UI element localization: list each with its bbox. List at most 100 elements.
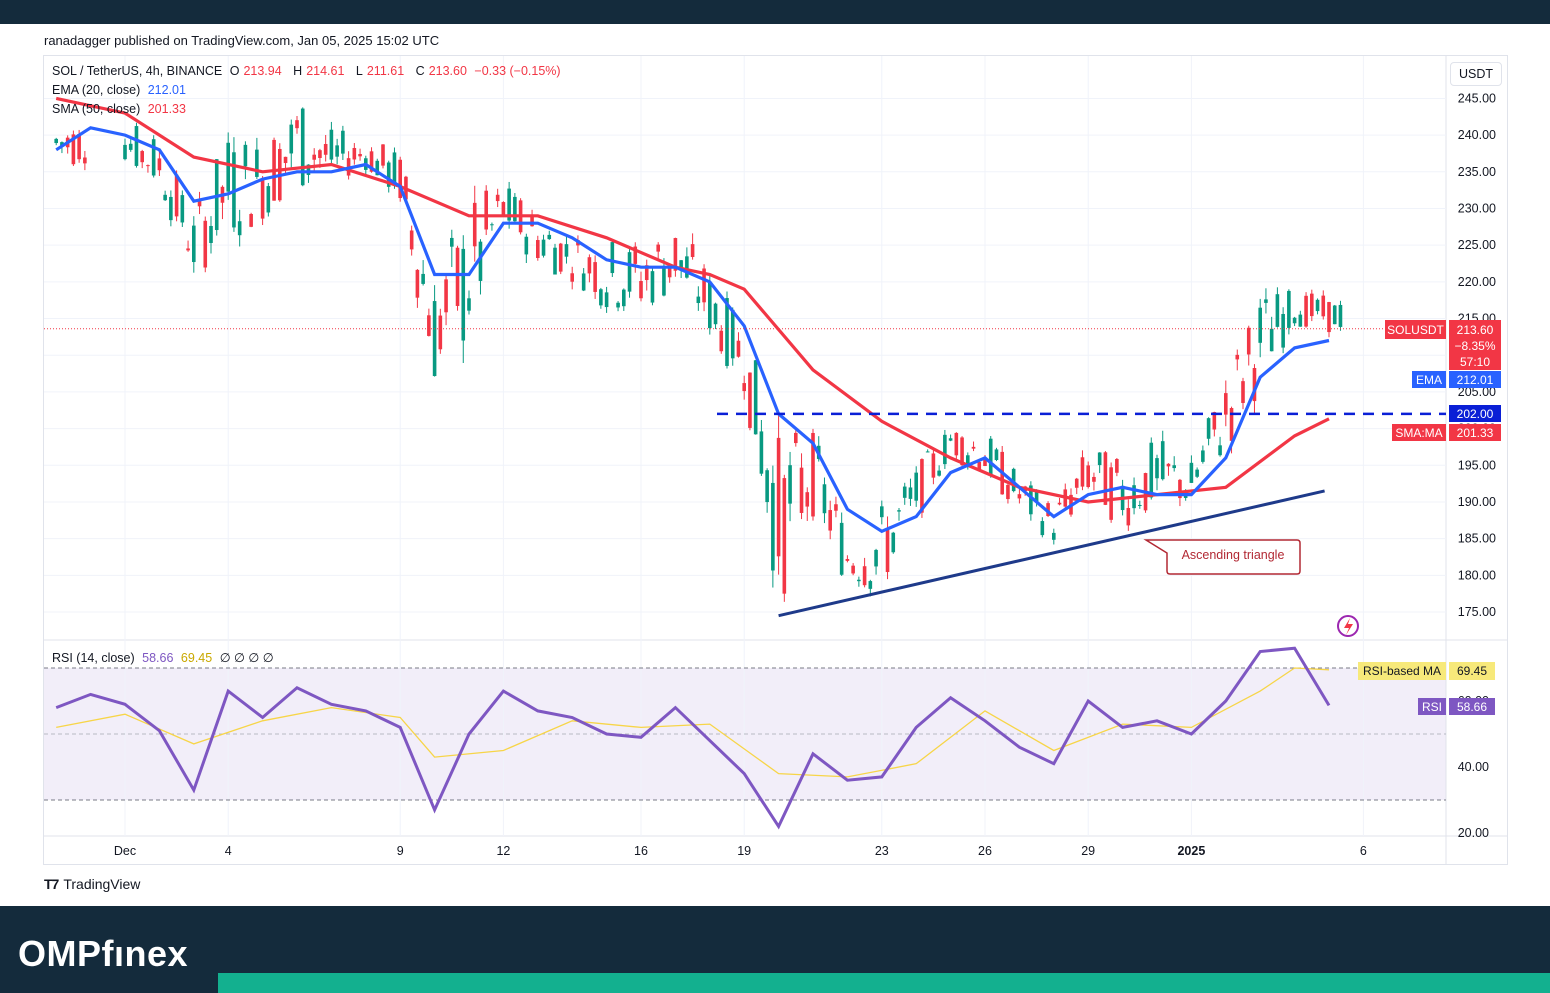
candle-body <box>427 315 431 336</box>
candle-body <box>730 309 735 359</box>
candle-body <box>828 510 832 531</box>
time-tick-label: 2025 <box>1177 844 1205 858</box>
candle-body <box>398 159 402 199</box>
candle-body <box>742 383 746 392</box>
candle-body <box>1189 462 1194 483</box>
candle-body <box>467 298 471 311</box>
ema-legend-value: 212.01 <box>147 83 186 97</box>
sma-tag-value: 201.33 <box>1456 425 1494 440</box>
candle-body <box>1264 299 1268 303</box>
publisher-caption: ranadagger published on TradingView.com,… <box>44 33 440 48</box>
tradingview-logo[interactable]: T7 TradingView <box>44 876 140 892</box>
candle-body <box>834 504 838 511</box>
candle-body <box>1138 504 1142 506</box>
candle-body <box>581 273 586 291</box>
candle-body <box>644 265 649 281</box>
candle-body <box>341 130 345 154</box>
level-tag-value: 202.00 <box>1456 406 1494 421</box>
rsi-tag-value: 58.66 <box>1456 699 1488 714</box>
candle-body <box>249 214 253 227</box>
candle-body <box>891 532 896 553</box>
candle-body <box>1195 469 1199 477</box>
candle-body <box>146 165 150 167</box>
candle-body <box>169 196 173 221</box>
symbol-price-tag: SOLUSDT <box>1385 320 1446 339</box>
low-label: L <box>355 64 363 78</box>
candle-body <box>656 244 660 252</box>
candle-body <box>960 437 964 466</box>
rsi-legend-value: 58.66 <box>142 651 174 665</box>
rsi-ma-tag-label: RSI-based MA <box>1362 664 1442 678</box>
candle-body <box>369 151 374 172</box>
candle-body <box>902 486 907 498</box>
candle-body <box>243 144 248 167</box>
candle-body <box>1034 490 1039 502</box>
candle-body <box>1269 328 1274 352</box>
time-tick-label: 4 <box>225 844 232 858</box>
candle-body <box>1006 484 1010 500</box>
time-tick-label: 6 <box>1360 844 1367 858</box>
candle-body <box>289 124 294 154</box>
candle-body <box>329 129 334 160</box>
candle-body <box>857 579 861 582</box>
candle-body <box>1206 418 1211 439</box>
candle-body <box>134 126 139 166</box>
candle-body <box>943 434 947 465</box>
candle-body <box>1080 457 1085 487</box>
candle-body <box>880 506 884 518</box>
candle-body <box>811 432 815 517</box>
low-value: 211.61 <box>366 64 405 78</box>
candle-body <box>1315 299 1320 312</box>
candle-body <box>312 154 316 160</box>
candle-body <box>1178 479 1182 499</box>
time-tick-label: Dec <box>114 844 136 858</box>
candle-body <box>140 151 144 163</box>
candle-body <box>54 138 58 144</box>
currency-button[interactable]: USDT <box>1450 62 1502 86</box>
candle-body <box>564 244 569 257</box>
candle-body <box>1040 521 1045 536</box>
candle-body <box>994 449 999 461</box>
candle-body <box>736 340 741 357</box>
price-tick-label: 240.00 <box>1458 128 1496 142</box>
ascending-trendline <box>778 489 1325 618</box>
candle-body <box>1332 305 1337 325</box>
open-label: O <box>229 64 240 78</box>
candle-body <box>1115 459 1119 473</box>
candle-body <box>260 179 265 219</box>
ema-tag-label-box: EMA <box>1412 371 1446 388</box>
price-tick-label: 220.00 <box>1458 275 1496 289</box>
candle-body <box>685 256 689 278</box>
rsi-tick-label: 40.00 <box>1458 760 1489 774</box>
tradingview-mark-icon: T7 <box>44 876 59 892</box>
ema-legend[interactable]: EMA (20, close) 212.01 <box>52 83 190 97</box>
brand-part2: nex <box>124 933 189 974</box>
candle-body <box>868 581 873 589</box>
rsi-legend[interactable]: RSI (14, close) 58.66 69.45 ∅ ∅ ∅ ∅ <box>52 650 278 665</box>
sma-legend[interactable]: SMA (50, close) 201.33 <box>52 102 190 116</box>
price-chart[interactable]: 175.00180.00185.00190.00195.00200.00205.… <box>0 0 1550 906</box>
candle-body <box>1304 295 1308 327</box>
price-tick-label: 175.00 <box>1458 605 1496 619</box>
rsi-tag-label-box: RSI <box>1418 698 1446 715</box>
candle-body <box>71 134 76 165</box>
rsi-tag: 58.66 <box>1449 698 1495 715</box>
candle-body <box>358 153 362 157</box>
candle-body <box>788 465 792 504</box>
candlesticks <box>54 107 1343 602</box>
sma-price-tag: 201.33 <box>1449 424 1501 441</box>
candle-body <box>713 303 718 325</box>
rsi-tag-label: RSI <box>1421 699 1442 714</box>
level-price-tag: 202.00 <box>1449 405 1501 422</box>
candle-body <box>1155 458 1159 479</box>
candle-body <box>484 190 488 230</box>
high-value: 214.61 <box>306 64 345 78</box>
candle-body <box>622 289 626 307</box>
time-tick-label: 29 <box>1081 844 1095 858</box>
candle-body <box>988 438 993 475</box>
candle-body <box>914 472 918 501</box>
rsi-ma-tag: 69.45 <box>1449 662 1495 680</box>
candle-body <box>851 565 855 574</box>
candle-body <box>748 372 752 428</box>
candle-body <box>845 559 850 561</box>
